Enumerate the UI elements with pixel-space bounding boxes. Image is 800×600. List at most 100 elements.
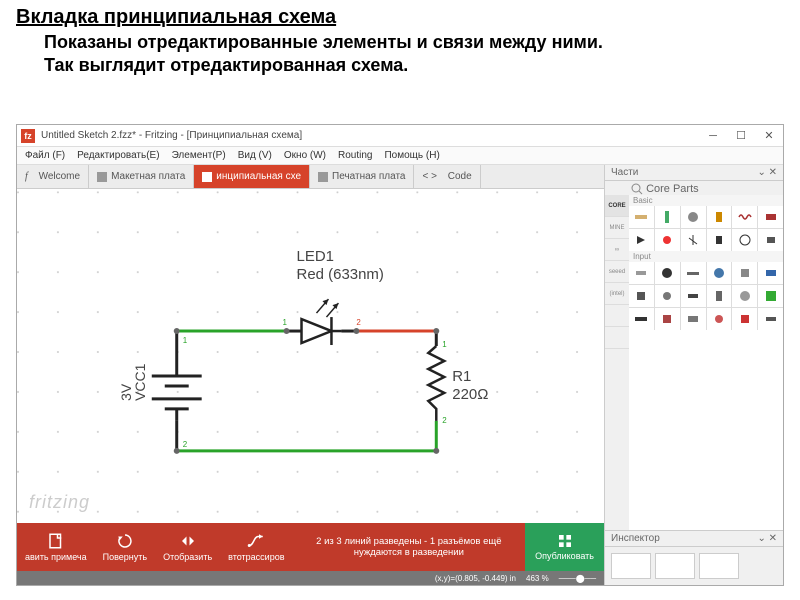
category-blank2[interactable] bbox=[605, 327, 629, 349]
menu-edit[interactable]: Редактировать(E) bbox=[77, 150, 159, 161]
part-elcap[interactable] bbox=[681, 206, 706, 228]
category-mine[interactable]: MINE bbox=[605, 217, 629, 239]
flip-icon bbox=[179, 532, 197, 550]
part-diode[interactable] bbox=[629, 229, 654, 251]
slide-body-2: Так выглядит отредактированная схема. bbox=[16, 54, 784, 77]
parts-bin-label: Core Parts bbox=[605, 181, 783, 195]
slide-title: Вкладка принципиальная схема bbox=[16, 6, 784, 29]
part-sensor3[interactable] bbox=[681, 285, 706, 307]
search-icon[interactable] bbox=[631, 183, 643, 195]
menu-file[interactable]: Файл (F) bbox=[25, 150, 65, 161]
rotate-icon bbox=[116, 532, 134, 550]
parts-grid: Basic Input bbox=[629, 195, 783, 530]
part-sensor4[interactable] bbox=[707, 285, 732, 307]
routing-status: 2 из 3 линий разведены - 1 разъёмов ещё … bbox=[293, 536, 526, 558]
category-blank1[interactable] bbox=[605, 305, 629, 327]
part-conn4[interactable] bbox=[707, 308, 732, 330]
part-button[interactable] bbox=[655, 262, 680, 284]
schematic-canvas[interactable]: VCC1 3V LED1 Red (633nm) bbox=[17, 189, 604, 523]
category-intel[interactable]: (intel) bbox=[605, 283, 629, 305]
part-encoder[interactable] bbox=[732, 262, 757, 284]
tab-pcb[interactable]: Печатная плата bbox=[310, 165, 414, 188]
code-icon: < > bbox=[422, 171, 436, 182]
part-coil[interactable] bbox=[758, 206, 783, 228]
part-conn2[interactable] bbox=[655, 308, 680, 330]
part-pot[interactable] bbox=[707, 262, 732, 284]
inspector-preview-3 bbox=[699, 553, 739, 579]
category-column: CORE MINE ∞ seeed (intel) bbox=[605, 195, 629, 530]
category-seeed[interactable]: seeed bbox=[605, 261, 629, 283]
zoom-readout: 463 % bbox=[526, 574, 549, 583]
led-ref: LED1 bbox=[297, 248, 334, 265]
part-conn5[interactable] bbox=[732, 308, 757, 330]
part-crystal[interactable] bbox=[758, 229, 783, 251]
part-conn6[interactable] bbox=[758, 308, 783, 330]
part-transistor2[interactable] bbox=[707, 229, 732, 251]
tab-breadboard[interactable]: Макетная плата bbox=[89, 165, 194, 188]
watermark: fritzing bbox=[29, 492, 90, 513]
coords-readout: (x,y)=(0.805, -0.449) in bbox=[435, 574, 516, 583]
tab-schematic[interactable]: инципиальная схе bbox=[194, 165, 310, 188]
rotate-button[interactable]: Повернуть bbox=[95, 523, 155, 571]
pin-label: 1 bbox=[283, 318, 288, 327]
panel-close-icon[interactable]: ⌄ ✕ bbox=[757, 533, 777, 544]
route-icon bbox=[247, 532, 265, 550]
tab-welcome[interactable]: f Welcome bbox=[17, 165, 89, 188]
zoom-slider-icon[interactable]: ───⬤── bbox=[559, 574, 596, 583]
titlebar: fz Untitled Sketch 2.fzz* - Fritzing - [… bbox=[17, 125, 783, 147]
close-button[interactable]: ✕ bbox=[755, 126, 783, 146]
flip-button[interactable]: Отобразить bbox=[155, 523, 220, 571]
app-icon: fz bbox=[21, 129, 35, 143]
minimize-button[interactable]: ─ bbox=[699, 126, 727, 146]
part-capacitor[interactable] bbox=[655, 206, 680, 228]
category-arduino[interactable]: ∞ bbox=[605, 239, 629, 261]
part-sensor1[interactable] bbox=[629, 285, 654, 307]
part-conn3[interactable] bbox=[681, 308, 706, 330]
section-basic: Basic bbox=[629, 195, 783, 206]
autoroute-button[interactable]: втотрассиров bbox=[220, 523, 292, 571]
add-note-button[interactable]: авить примеча bbox=[17, 523, 95, 571]
led-desc: Red (633nm) bbox=[297, 266, 384, 283]
r-val: 220Ω bbox=[452, 386, 488, 403]
maximize-button[interactable]: ☐ bbox=[727, 126, 755, 146]
bottom-toolbar: авить примеча Повернуть Отобразить втотр… bbox=[17, 523, 604, 571]
part-slide[interactable] bbox=[681, 262, 706, 284]
panel-close-icon[interactable]: ⌄ ✕ bbox=[757, 167, 777, 178]
menu-window[interactable]: Окно (W) bbox=[284, 150, 326, 161]
part-ldr[interactable] bbox=[732, 229, 757, 251]
note-icon bbox=[47, 532, 65, 550]
parts-panel-header: Части ⌄ ✕ bbox=[605, 165, 783, 181]
inspector-preview-1 bbox=[611, 553, 651, 579]
menu-view[interactable]: Вид (V) bbox=[238, 150, 272, 161]
statusbar: (x,y)=(0.805, -0.449) in 463 % ───⬤── bbox=[17, 571, 604, 585]
grid-icon bbox=[97, 172, 107, 182]
menu-help[interactable]: Помощь (H) bbox=[384, 150, 439, 161]
inspector-preview-2 bbox=[655, 553, 695, 579]
publish-button[interactable]: Опубликовать bbox=[525, 523, 604, 571]
pin-label: 1 bbox=[442, 340, 447, 349]
part-inductor[interactable] bbox=[732, 206, 757, 228]
part-relay[interactable] bbox=[758, 262, 783, 284]
part-cap2[interactable] bbox=[707, 206, 732, 228]
pin-label: 2 bbox=[442, 416, 447, 425]
part-conn1[interactable] bbox=[629, 308, 654, 330]
section-input: Input bbox=[629, 251, 783, 262]
part-sensor6[interactable] bbox=[758, 285, 783, 307]
wave-icon bbox=[202, 172, 212, 182]
category-core[interactable]: CORE bbox=[605, 195, 629, 217]
tab-code[interactable]: < > Code bbox=[414, 165, 480, 188]
part-led[interactable] bbox=[655, 229, 680, 251]
part-sensor5[interactable] bbox=[732, 285, 757, 307]
window-title: Untitled Sketch 2.fzz* - Fritzing - [При… bbox=[41, 130, 699, 141]
part-sensor2[interactable] bbox=[655, 285, 680, 307]
share-icon bbox=[557, 533, 573, 549]
part-resistor[interactable] bbox=[629, 206, 654, 228]
part-switch[interactable] bbox=[629, 262, 654, 284]
menu-routing[interactable]: Routing bbox=[338, 150, 372, 161]
menu-element[interactable]: Элемент(P) bbox=[172, 150, 226, 161]
pin-label: 1 bbox=[183, 336, 188, 345]
part-transistor[interactable] bbox=[681, 229, 706, 251]
vcc-val: 3V bbox=[118, 383, 134, 401]
vcc-ref: VCC1 bbox=[132, 363, 148, 400]
slide-body-1: Показаны отредактированные элементы и св… bbox=[16, 31, 784, 54]
